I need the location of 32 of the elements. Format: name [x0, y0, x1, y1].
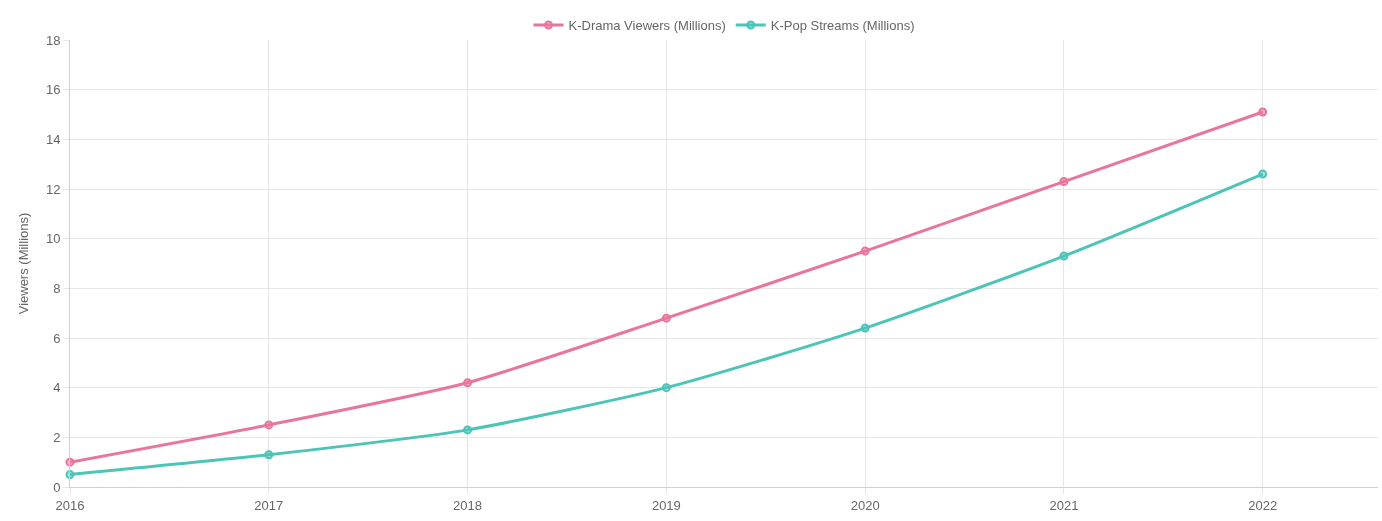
x-tick-label: 2018	[453, 497, 483, 513]
point	[264, 450, 274, 460]
y-tick-label: 18	[45, 32, 61, 48]
x-tick-label: 2016	[55, 497, 85, 513]
y-tick-label: 12	[45, 181, 61, 197]
point	[1059, 251, 1069, 261]
x-tick-label: 2020	[850, 497, 880, 513]
point	[1258, 169, 1268, 179]
point	[1059, 177, 1069, 187]
legend-label: K-Drama Viewers (Millions)	[568, 18, 726, 34]
point	[860, 246, 870, 256]
point	[264, 420, 274, 430]
point	[463, 378, 473, 388]
point	[661, 383, 671, 393]
legend-label: K-Pop Streams (Millions)	[770, 18, 915, 34]
point	[860, 323, 870, 333]
point	[661, 313, 671, 323]
point	[1258, 107, 1268, 117]
x-tick-label: 2017	[254, 497, 284, 513]
y-tick-label: 16	[45, 82, 61, 98]
x-tick-label: 2021	[1049, 497, 1079, 513]
y-axis-title: Viewers (Millions)	[15, 212, 31, 315]
y-tick-label: 6	[53, 330, 61, 346]
point	[463, 425, 473, 435]
y-tick-label: 10	[45, 231, 61, 247]
y-tick-label: 0	[53, 479, 61, 495]
y-tick-label: 14	[45, 131, 61, 147]
x-tick-label: 2022	[1248, 497, 1278, 513]
y-tick-label: 4	[53, 380, 61, 396]
x-tick-label: 2019	[651, 497, 681, 513]
y-tick-label: 8	[53, 280, 61, 296]
y-tick-label: 2	[53, 429, 61, 445]
